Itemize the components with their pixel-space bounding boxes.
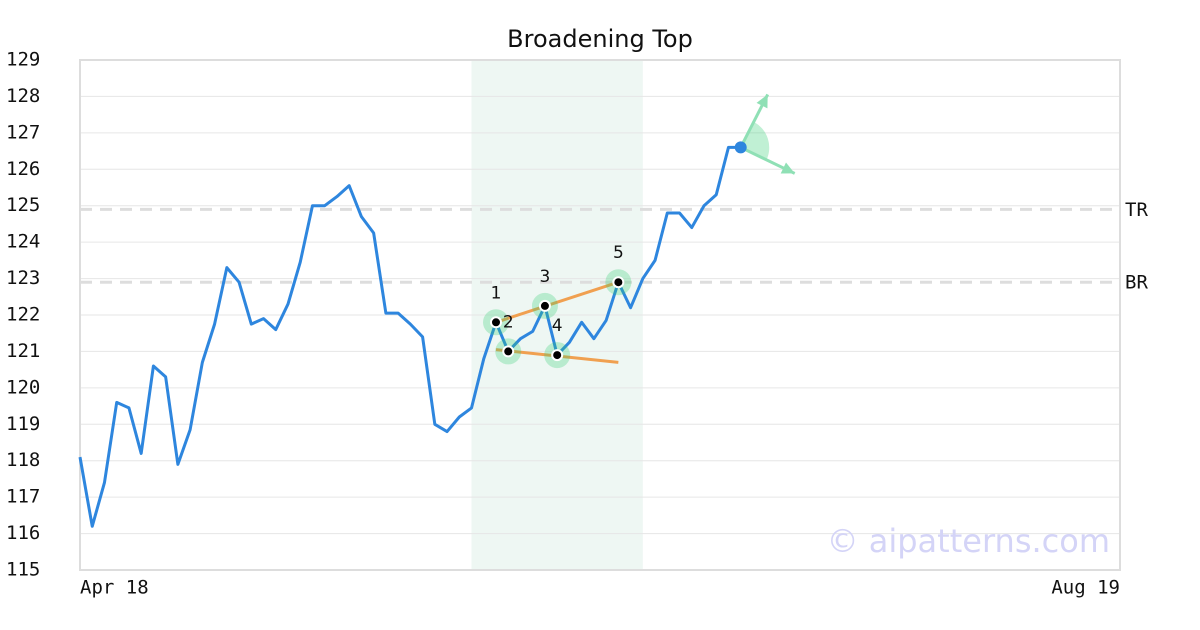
arrow-head <box>780 162 795 174</box>
y-tick-label: 128 <box>6 85 40 107</box>
y-tick-label: 117 <box>6 486 40 508</box>
pattern-point <box>538 299 551 312</box>
pattern-point <box>612 276 625 289</box>
y-tick-label: 127 <box>6 121 40 143</box>
pattern-label: 3 <box>540 267 551 287</box>
arrow-head <box>756 94 768 109</box>
x-tick-label: Aug 19 <box>1051 577 1120 599</box>
pattern-label: 2 <box>503 312 514 332</box>
last-point <box>734 141 747 154</box>
y-tick-label: 120 <box>6 376 40 398</box>
pattern-point <box>551 349 564 362</box>
y-tick-label: 119 <box>6 413 40 435</box>
pattern-label: 5 <box>613 243 624 263</box>
y-tick-label: 126 <box>6 158 40 180</box>
y-tick-label: 116 <box>6 522 40 544</box>
y-tick-label: 118 <box>6 449 40 471</box>
y-tick-label: 129 <box>6 49 40 71</box>
price-line <box>78 145 741 528</box>
level-label: TR <box>1125 199 1148 221</box>
y-tick-label: 124 <box>6 231 40 253</box>
pattern-point <box>490 316 502 329</box>
chart-title: Broadening Top <box>507 25 693 53</box>
pattern-point <box>502 345 515 358</box>
watermark: © aipatterns.com <box>827 522 1110 560</box>
y-tick-label: 121 <box>6 340 40 362</box>
y-tick-label: 115 <box>6 559 40 581</box>
x-tick-label: Apr 18 <box>80 577 149 599</box>
trendline <box>495 280 619 324</box>
pattern-label: 1 <box>491 283 502 303</box>
y-tick-label: 122 <box>6 304 40 326</box>
level-label: BR <box>1125 272 1148 294</box>
plot-frame <box>79 59 1121 571</box>
pattern-label: 4 <box>552 316 563 336</box>
y-tick-label: 125 <box>6 194 40 216</box>
y-tick-label: 123 <box>6 267 40 289</box>
